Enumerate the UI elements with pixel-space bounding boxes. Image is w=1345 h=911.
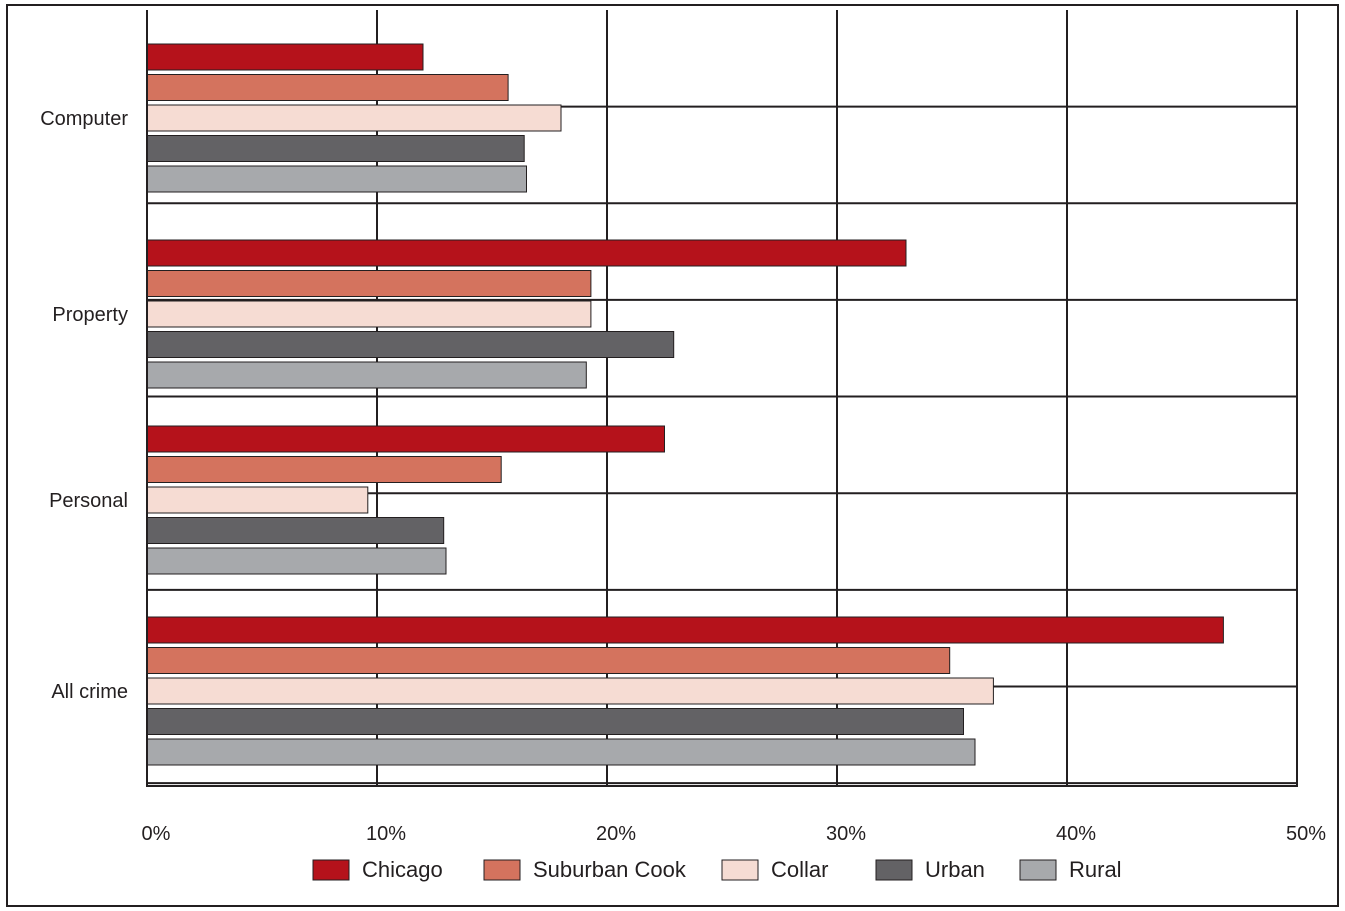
bar-chicago-all-crime xyxy=(146,616,1224,644)
bar-rural-computer xyxy=(146,165,527,193)
chart-frame xyxy=(6,4,1339,907)
legend-label-suburban-cook: Suburban Cook xyxy=(533,857,687,882)
legend-swatch-urban xyxy=(875,859,913,881)
bar-urban-personal xyxy=(146,517,445,544)
legend-label-rural: Rural xyxy=(1069,857,1122,882)
bar-chicago-personal xyxy=(146,425,665,453)
bar-collar-property xyxy=(146,300,592,328)
bar-rural-personal xyxy=(146,547,447,575)
legend-swatch-chicago xyxy=(312,859,350,881)
legend-swatch-collar xyxy=(721,859,759,881)
x-tick-label: 40% xyxy=(1056,823,1096,845)
bar-collar-personal xyxy=(146,486,369,514)
bar-urban-computer xyxy=(146,135,525,162)
bar-urban-all-crime xyxy=(146,708,964,735)
bar-collar-computer xyxy=(146,104,562,132)
x-tick-label: 0% xyxy=(142,823,171,845)
legend-label-urban: Urban xyxy=(925,857,985,882)
bar-suburban-cook-computer xyxy=(146,74,509,101)
legend: Chicago Suburban Cook Collar Urban Rural xyxy=(312,857,1122,882)
bar-rural-all-crime xyxy=(146,738,976,766)
legend-swatch-rural xyxy=(1019,859,1057,881)
category-label: Personal xyxy=(49,490,128,512)
bar-collar-all-crime xyxy=(146,677,994,705)
category-label: Property xyxy=(52,304,128,326)
bars-group xyxy=(146,43,1224,766)
axes xyxy=(146,10,1298,787)
x-tick-label: 20% xyxy=(596,823,636,845)
x-tick-labels: 0% 10% 20% 30% 40% 50% xyxy=(142,823,1327,845)
x-tick-label: 30% xyxy=(826,823,866,845)
bar-chicago-property xyxy=(146,239,907,267)
category-labels: Computer Property Personal All crime xyxy=(40,108,128,703)
legend-label-chicago: Chicago xyxy=(362,857,443,882)
bar-suburban-cook-all-crime xyxy=(146,647,951,674)
category-label: Computer xyxy=(40,108,128,130)
bar-suburban-cook-property xyxy=(146,270,592,297)
legend-label-collar: Collar xyxy=(771,857,828,882)
legend-swatch-suburban-cook xyxy=(483,859,521,881)
x-tick-label: 10% xyxy=(366,823,406,845)
bar-chicago-computer xyxy=(146,43,424,71)
category-label: All crime xyxy=(51,681,128,703)
bar-suburban-cook-personal xyxy=(146,456,502,483)
x-tick-label: 50% xyxy=(1286,823,1326,845)
bar-urban-property xyxy=(146,331,675,358)
bar-rural-property xyxy=(146,361,587,389)
